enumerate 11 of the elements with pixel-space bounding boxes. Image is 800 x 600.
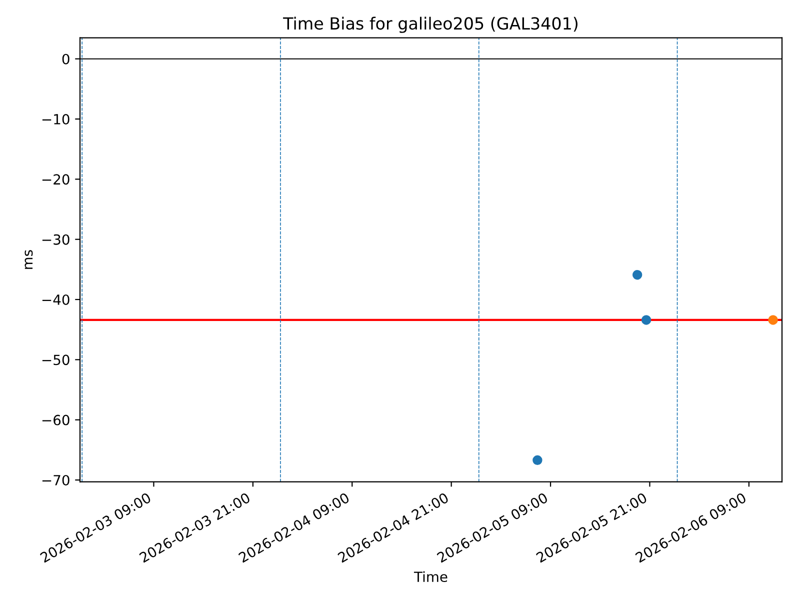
y-tick-label: −10 [42, 114, 70, 124]
y-tick-label: −60 [42, 414, 70, 426]
y-tick-label: −40 [42, 294, 70, 305]
y-tick-label: −50 [42, 354, 70, 366]
y-tick-label: −30 [42, 234, 70, 245]
chart-title: Time Bias for galileo205 (GAL3401) [283, 16, 578, 33]
y-tick-label: −20 [42, 174, 70, 185]
y-tick-label: 0 [62, 54, 70, 64]
y-axis-title: ms [24, 250, 33, 269]
x-axis-title: Time [414, 571, 448, 582]
y-tick-label: −70 [42, 474, 70, 486]
